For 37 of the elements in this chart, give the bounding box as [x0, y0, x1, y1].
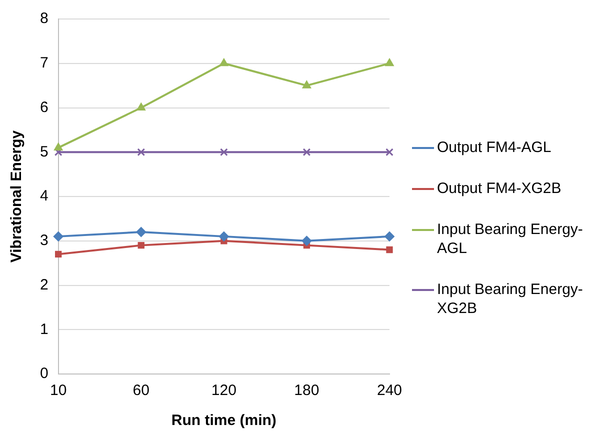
y-tick-label: 1	[40, 320, 48, 338]
legend-label: Output FM4-XG2B	[437, 179, 562, 198]
point	[137, 148, 146, 156]
point	[218, 231, 229, 242]
y-tick-label: 2	[40, 276, 48, 294]
x-tick-label: 60	[132, 382, 150, 400]
y-tick-label: 6	[40, 98, 48, 116]
y-tick-label: 4	[40, 188, 48, 205]
point	[136, 227, 146, 237]
x-tick-label: 180	[294, 382, 320, 400]
point	[386, 148, 394, 156]
point	[302, 148, 311, 156]
legend-label: Input Bearing Energy-XG2B	[437, 280, 584, 318]
x-tick-label: 10	[50, 382, 67, 400]
x-tick-label: 240	[376, 382, 402, 400]
legend-label: Output FM4-AGL	[437, 138, 552, 157]
point	[384, 231, 394, 242]
x-axis-title: Run time (min)	[171, 412, 276, 430]
point	[385, 58, 394, 66]
y-axis-title: Vibrational Energy	[8, 130, 26, 263]
point	[220, 58, 228, 66]
point	[302, 80, 312, 88]
point	[55, 250, 62, 258]
y-tick-label: 0	[40, 365, 48, 382]
point	[53, 231, 64, 242]
y-tick-label: 7	[40, 54, 48, 72]
y-tick-label: 3	[40, 232, 48, 250]
point	[136, 102, 146, 110]
point	[302, 236, 312, 246]
legend-label: Input Bearing Energy-AGL	[437, 220, 584, 258]
y-tick-label: 5	[40, 143, 48, 160]
point	[386, 246, 393, 254]
x-tick-label: 120	[211, 382, 236, 400]
y-tick-label: 8	[40, 10, 48, 28]
point	[138, 242, 144, 249]
point	[54, 142, 63, 150]
point	[220, 148, 228, 156]
